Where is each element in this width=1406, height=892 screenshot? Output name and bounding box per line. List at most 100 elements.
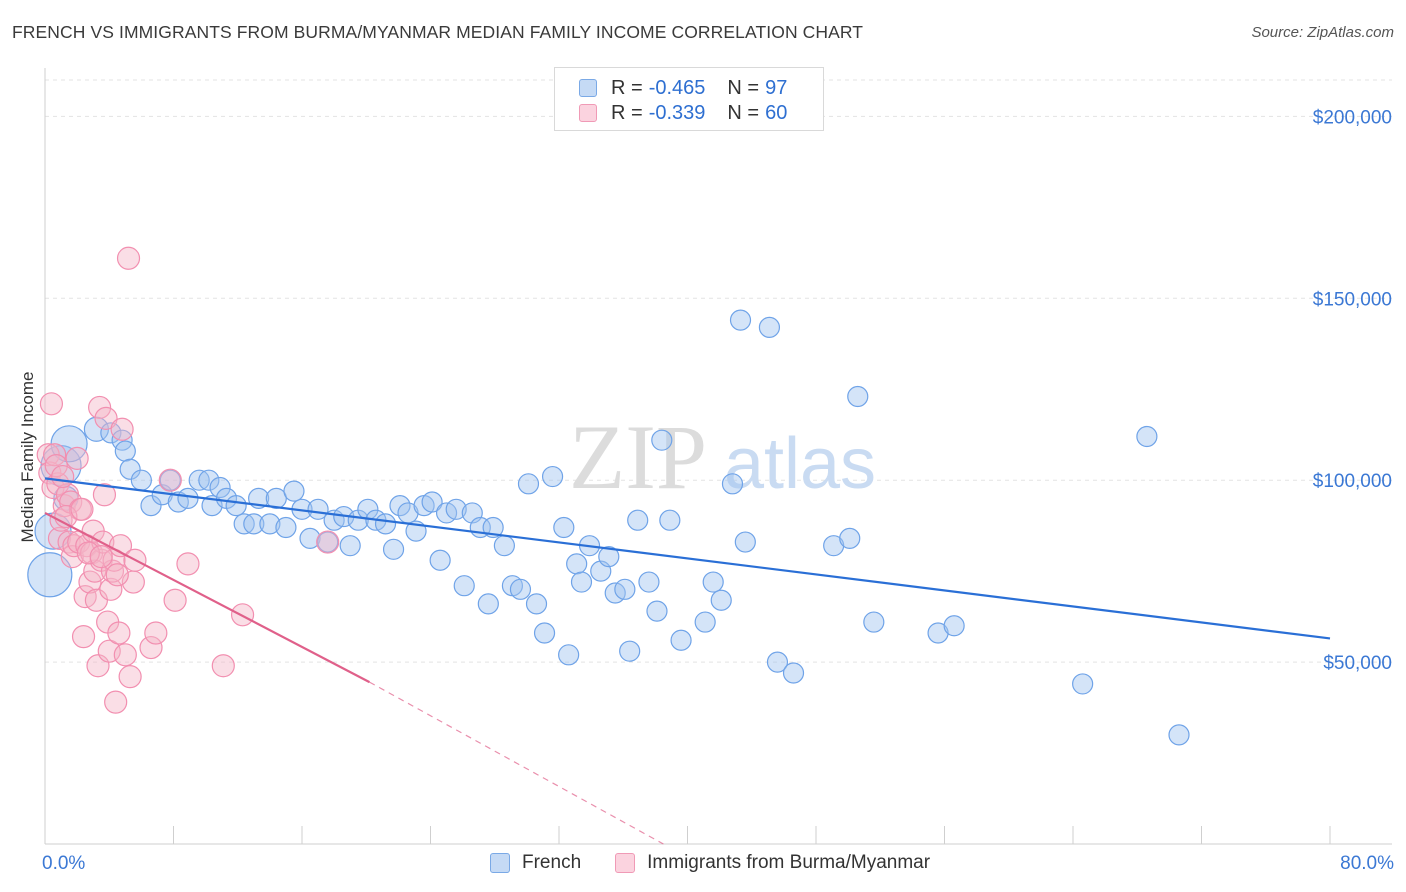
burma-point <box>116 246 141 270</box>
burma-point <box>88 395 112 420</box>
french-point <box>646 600 668 622</box>
french-point <box>477 593 499 615</box>
x-tick-label-min: 0.0% <box>42 853 85 874</box>
french-point <box>159 469 181 491</box>
burma-point <box>51 464 75 489</box>
burma-point <box>139 635 163 660</box>
french-point <box>734 531 756 553</box>
french-point <box>721 473 744 495</box>
burma-point <box>71 625 96 649</box>
trend-line-burma-extension <box>369 681 664 845</box>
legend-r-label: R = <box>611 101 643 124</box>
burma-point <box>59 490 83 514</box>
french-point <box>114 440 136 462</box>
french-point <box>566 553 588 575</box>
axes <box>44 68 1392 845</box>
french-point <box>429 549 451 571</box>
french-point <box>275 516 297 539</box>
burma-point <box>176 552 200 576</box>
burma-point <box>47 526 72 551</box>
burma-point <box>211 654 235 678</box>
legend-item-french: French <box>490 852 581 874</box>
burma-point <box>99 577 123 601</box>
series-french <box>27 309 1190 746</box>
french-point <box>1072 673 1094 695</box>
french-point <box>1136 425 1158 448</box>
french-point <box>943 615 965 637</box>
legend-row-french: R = -0.465 N = 97 <box>579 76 787 100</box>
burma-point <box>316 530 340 554</box>
series-legend: French Immigrants from Burma/Myanmar <box>490 852 964 874</box>
legend-label-burma: Immigrants from Burma/Myanmar <box>647 852 931 873</box>
y-tick-label: $50,000 <box>1323 653 1392 674</box>
french-point <box>453 575 475 597</box>
french-point <box>659 509 681 531</box>
french-point <box>638 571 660 593</box>
french-point <box>130 469 152 491</box>
french-point <box>509 578 532 600</box>
y-tick-label: $100,000 <box>1313 471 1392 492</box>
french-point <box>525 593 548 615</box>
french-point <box>119 458 141 480</box>
legend-swatch-burma <box>615 853 636 873</box>
watermark-atlas: atlas <box>724 424 876 504</box>
french-point <box>243 513 265 535</box>
legend-swatch-burma <box>579 104 597 122</box>
french-point <box>283 480 305 502</box>
french-point <box>533 622 556 644</box>
chart-title: FRENCH VS IMMIGRANTS FROM BURMA/MYANMAR … <box>12 22 864 42</box>
burma-point <box>94 406 118 430</box>
french-point <box>421 491 443 513</box>
watermark: ZIP atlas <box>569 406 876 508</box>
french-point <box>374 513 397 535</box>
legend-n-value: 97 <box>765 76 788 99</box>
legend-r-value: -0.339 <box>648 101 706 124</box>
french-point <box>598 545 620 568</box>
y-tick-label: $200,000 <box>1313 107 1392 128</box>
burma-point <box>78 570 102 594</box>
legend-r-label: R = <box>611 76 643 99</box>
source-credit: Source: ZipAtlas.com <box>1251 24 1394 41</box>
french-point <box>553 516 575 539</box>
french-point <box>627 509 649 531</box>
axis-labels: $50,000 $100,000 $150,000 $200,000 0.0% 80.0%… <box>18 107 1394 874</box>
trend-line-french <box>44 477 1331 640</box>
burma-point <box>105 563 129 587</box>
burma-point <box>118 665 142 689</box>
burma-point <box>44 454 68 478</box>
french-point <box>259 513 281 535</box>
french-point <box>558 644 580 666</box>
french-point <box>1168 724 1190 746</box>
french-point <box>670 629 692 651</box>
y-tick-label: $150,000 <box>1313 289 1392 310</box>
legend-r-value: -0.465 <box>648 76 706 99</box>
french-point <box>614 578 636 600</box>
french-point <box>570 571 593 593</box>
burma-point <box>65 446 89 470</box>
correlation-legend: R = -0.465 N = 97 R = -0.339 N = 60 <box>554 67 824 131</box>
y-axis-label: Median Family Income <box>18 371 37 542</box>
trend-line-burma <box>44 511 370 684</box>
french-point <box>445 498 467 520</box>
burma-point <box>70 497 94 521</box>
burma-point <box>89 544 113 569</box>
french-point <box>651 429 673 451</box>
burma-point <box>92 483 117 507</box>
burma-point <box>76 541 100 565</box>
burma-point <box>163 588 187 612</box>
french-point <box>339 535 361 557</box>
french-point <box>863 611 885 633</box>
french-point <box>389 495 411 517</box>
burma-point <box>110 417 134 441</box>
burma-point <box>104 690 128 714</box>
legend-n-value: 60 <box>765 101 788 124</box>
french-point <box>847 385 869 408</box>
burma-point <box>144 621 168 645</box>
legend-row-burma: R = -0.339 N = 60 <box>579 101 787 125</box>
x-tick-label-max: 80.0% <box>1340 853 1394 874</box>
legend-swatch-french <box>490 853 510 873</box>
burma-point <box>113 643 137 667</box>
french-point <box>493 535 515 557</box>
legend-n-label: N = <box>727 101 760 124</box>
